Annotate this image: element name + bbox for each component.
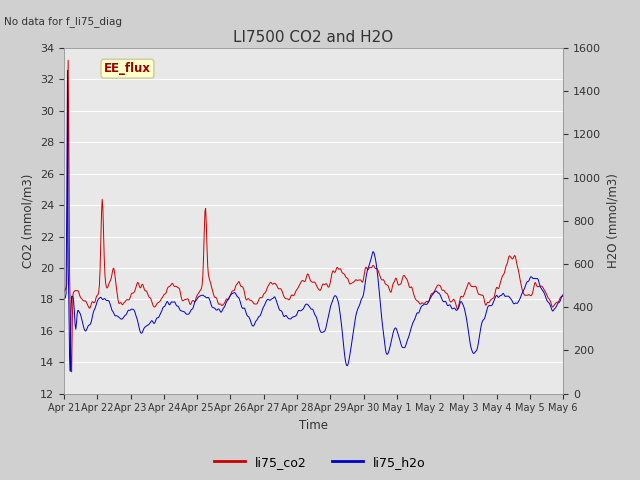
Y-axis label: CO2 (mmol/m3): CO2 (mmol/m3) [22, 174, 35, 268]
Text: No data for f_li75_diag: No data for f_li75_diag [4, 16, 122, 27]
Y-axis label: H2O (mmol/m3): H2O (mmol/m3) [607, 173, 620, 268]
Text: EE_flux: EE_flux [104, 62, 151, 75]
Title: LI7500 CO2 and H2O: LI7500 CO2 and H2O [234, 30, 394, 46]
Legend: li75_co2, li75_h2o: li75_co2, li75_h2o [209, 451, 431, 474]
X-axis label: Time: Time [299, 419, 328, 432]
